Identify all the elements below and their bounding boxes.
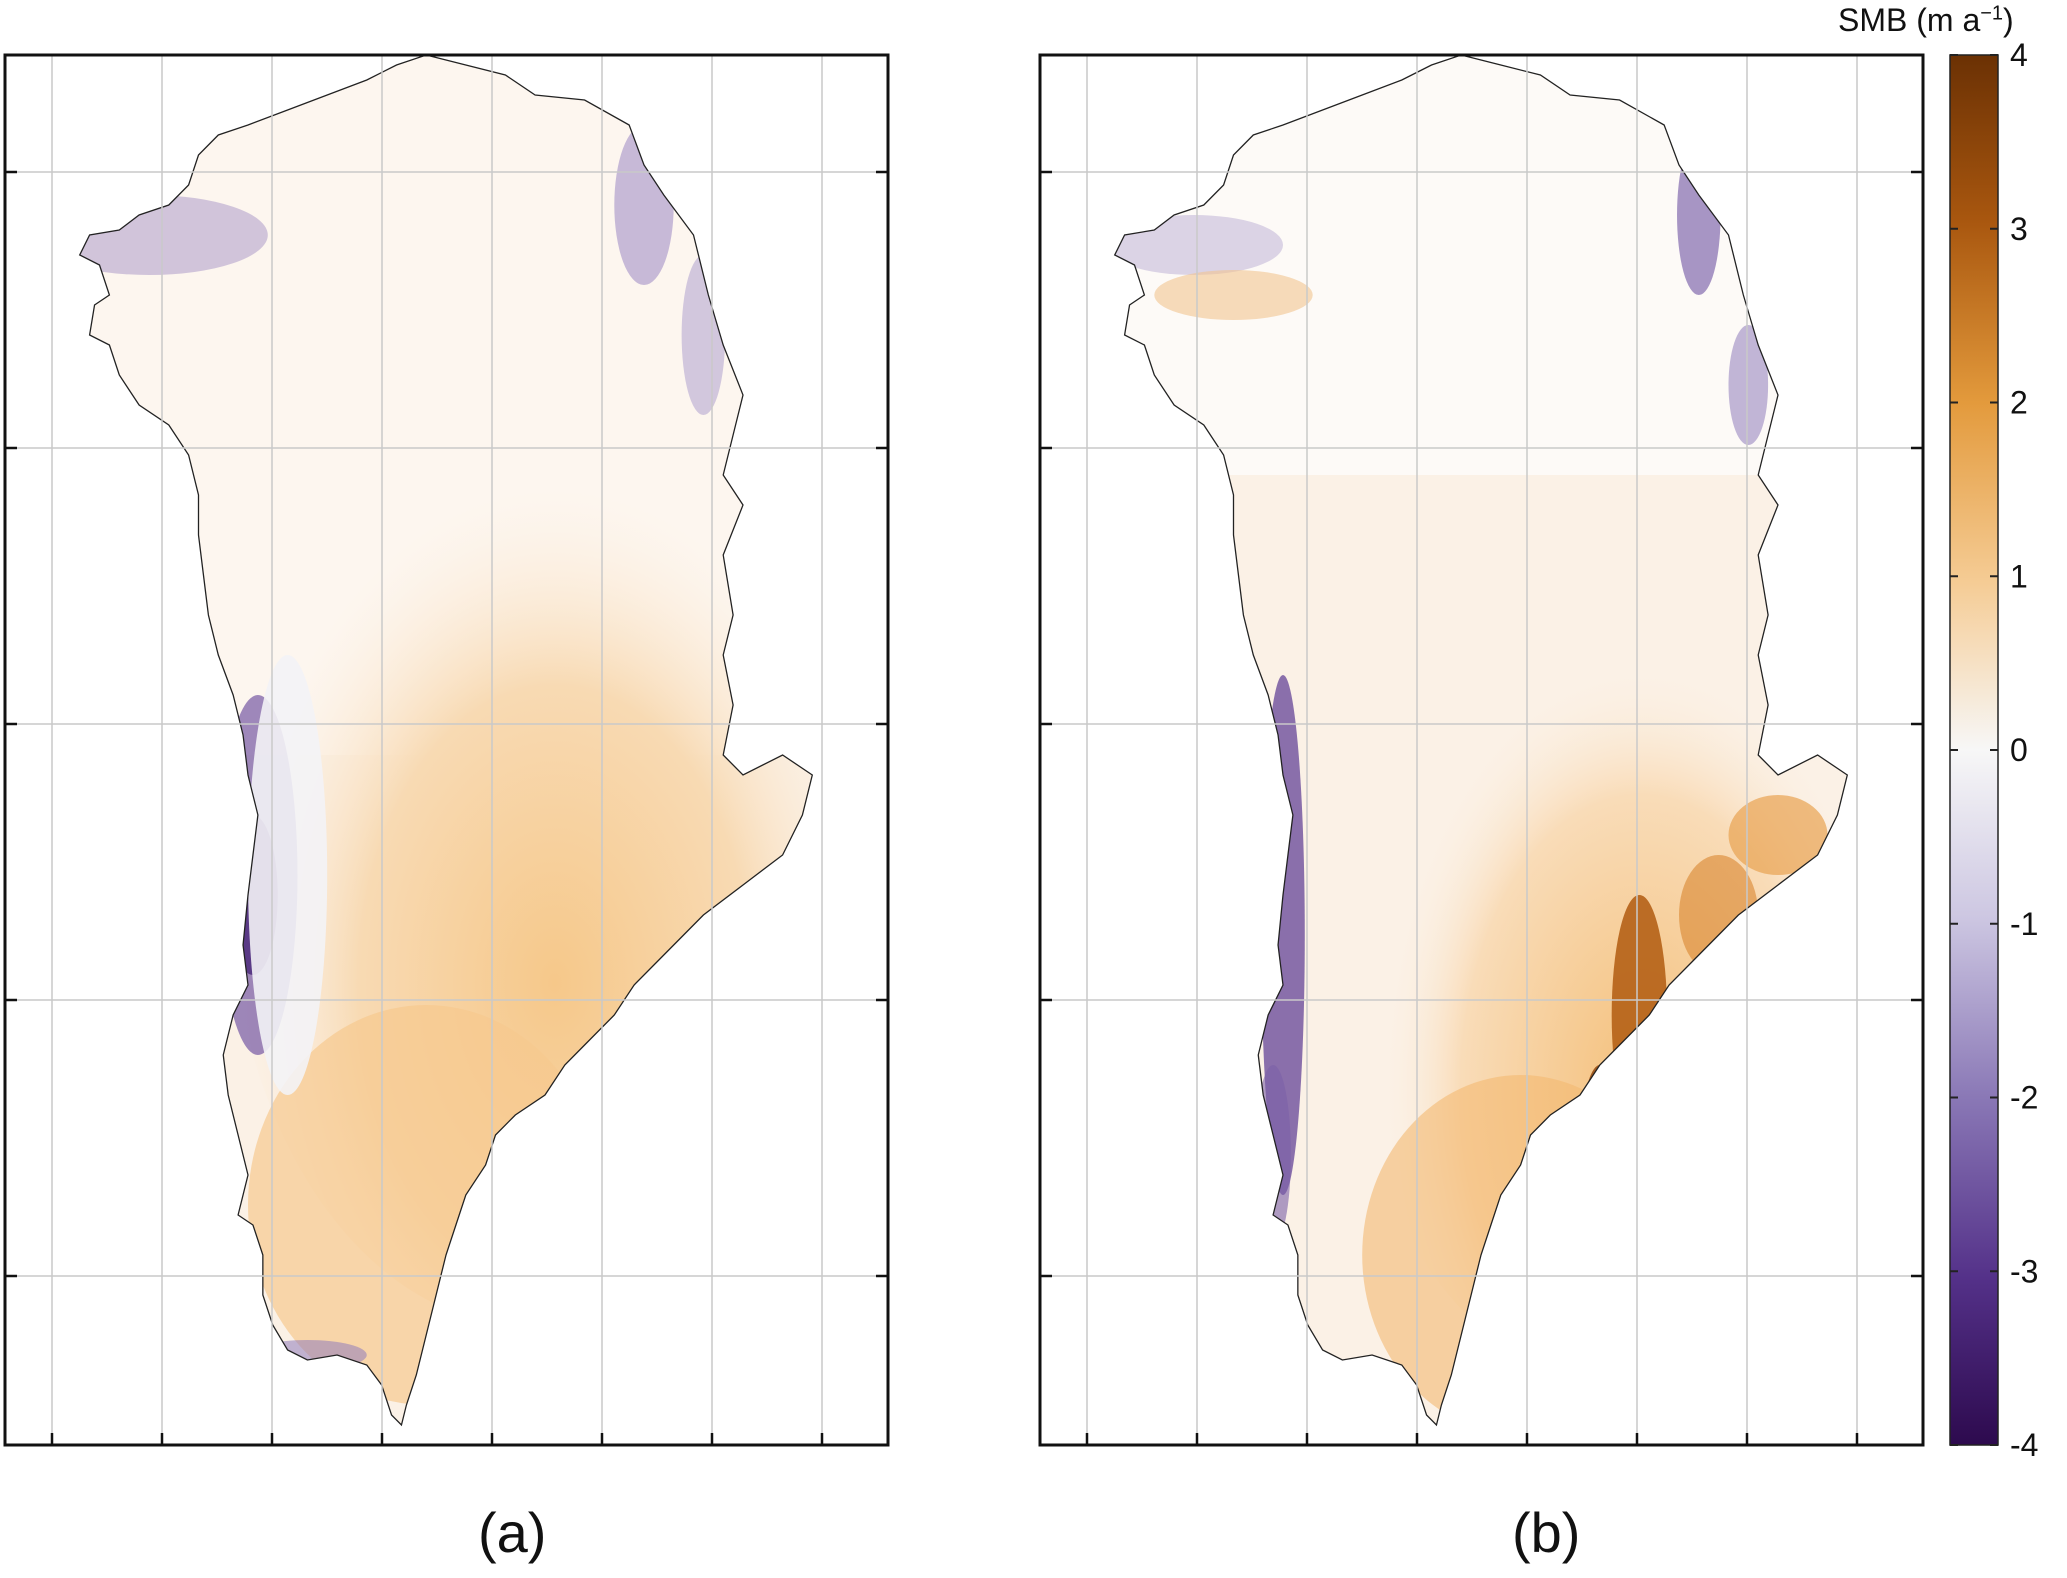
map-panel-b	[1038, 53, 1925, 1447]
colorbar-title-superscript: −1	[1980, 2, 2004, 25]
map-grid	[5, 55, 888, 1445]
colorbar-title: SMB (m a−1)	[1838, 2, 2014, 39]
colorbar-tick-label: 4	[2010, 37, 2028, 73]
colorbar-tick-label: 0	[2010, 732, 2028, 768]
panel-label-b: (b)	[1512, 1501, 1581, 1564]
colorbar-tick-label: 2	[2010, 385, 2028, 421]
colorbar-tick-label: 1	[2010, 558, 2028, 594]
colorbar-tick-label: -4	[2010, 1427, 2038, 1463]
map-panel-a	[3, 53, 890, 1447]
colorbar-tick-label: -1	[2010, 906, 2038, 942]
colorbar-tick-label: 3	[2010, 211, 2028, 247]
colorbar-title-text: SMB (m a	[1838, 2, 1981, 38]
colorbar: 4 3 2 1 0 -1 -2 -3 -4	[1949, 37, 2038, 1463]
panel-label-a: (a)	[478, 1501, 547, 1564]
map-grid	[1040, 55, 1923, 1445]
colorbar-tick-label: -3	[2010, 1253, 2038, 1289]
colorbar-title-close: )	[2003, 2, 2014, 38]
colorbar-tick-label: -2	[2010, 1080, 2038, 1116]
colorbar-ticks: 4 3 2 1 0 -1 -2 -3 -4	[1950, 37, 2038, 1463]
